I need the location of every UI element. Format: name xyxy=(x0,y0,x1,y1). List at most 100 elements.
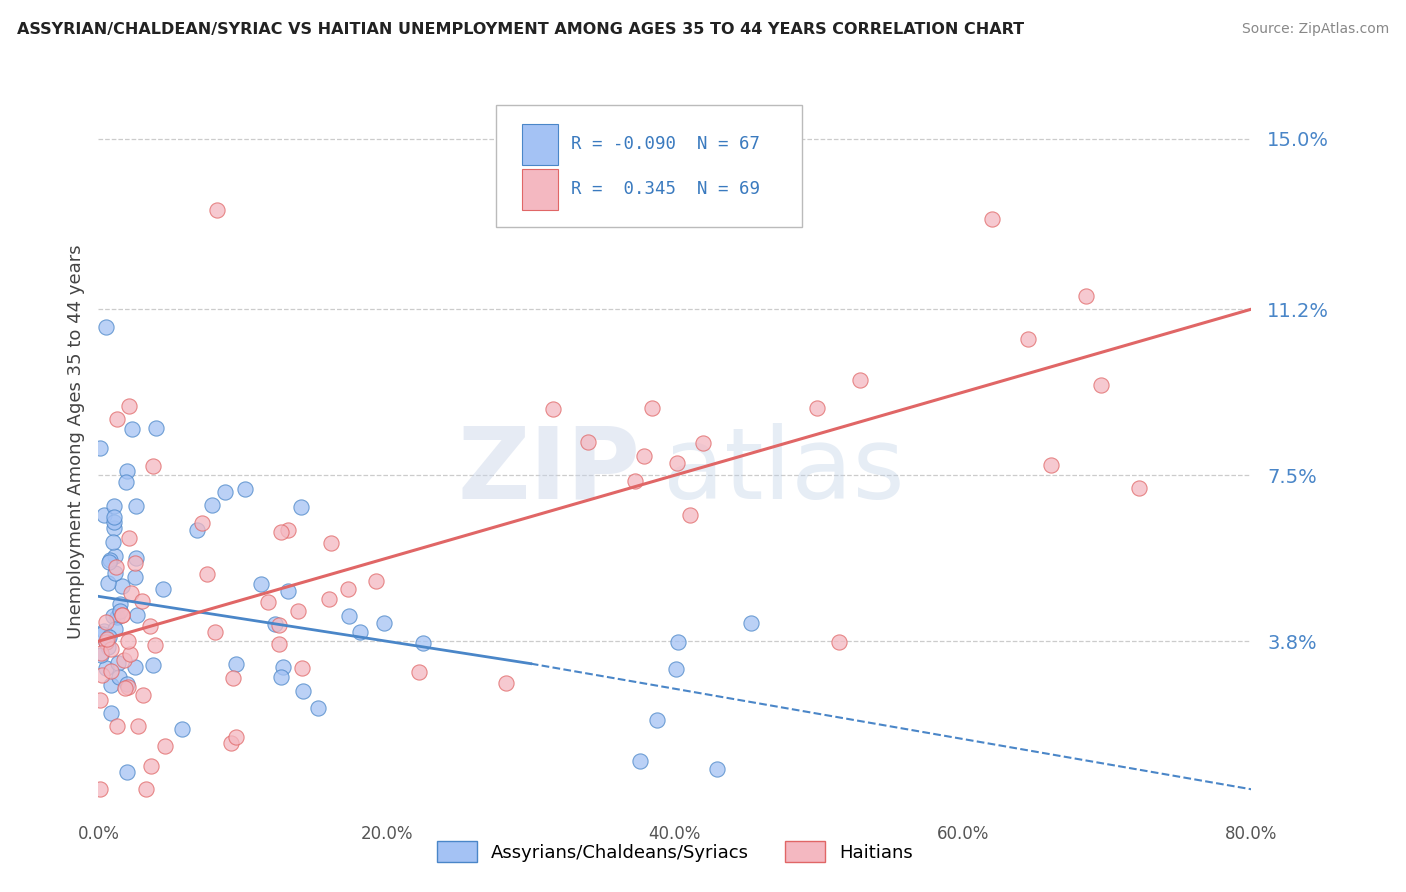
Point xyxy=(270,670,292,684)
Point xyxy=(131,688,153,702)
Point xyxy=(89,692,111,706)
Point xyxy=(96,635,118,649)
Point xyxy=(249,577,271,591)
Point xyxy=(100,706,122,720)
Point xyxy=(221,671,243,685)
Point xyxy=(665,662,688,676)
Point xyxy=(195,566,218,581)
Point xyxy=(186,524,208,538)
Point xyxy=(107,670,129,684)
Point xyxy=(89,441,111,455)
Point xyxy=(267,618,290,632)
Point xyxy=(121,422,143,436)
Point xyxy=(104,622,127,636)
Point xyxy=(641,401,664,416)
Point xyxy=(105,610,128,624)
Point xyxy=(541,402,564,417)
Point xyxy=(201,498,224,512)
Point xyxy=(624,474,647,488)
FancyBboxPatch shape xyxy=(496,104,801,227)
Point xyxy=(112,653,135,667)
Text: Source: ZipAtlas.com: Source: ZipAtlas.com xyxy=(1241,22,1389,37)
Point xyxy=(628,754,651,768)
Point xyxy=(110,597,132,611)
Point xyxy=(170,723,193,737)
Point xyxy=(153,739,176,753)
Point xyxy=(142,459,165,474)
Point xyxy=(349,624,371,639)
Point xyxy=(849,373,872,387)
Point xyxy=(141,759,163,773)
Point xyxy=(91,627,114,641)
Point xyxy=(124,569,146,583)
Point xyxy=(117,464,139,478)
Point xyxy=(104,566,127,580)
Point xyxy=(101,609,124,624)
Point xyxy=(981,212,1004,227)
Point xyxy=(94,635,117,649)
Point xyxy=(291,661,314,675)
Point xyxy=(89,782,111,797)
Point xyxy=(98,555,121,569)
Point xyxy=(115,765,138,780)
Point xyxy=(110,604,132,618)
Point xyxy=(319,536,342,550)
Point xyxy=(103,521,125,535)
Point xyxy=(270,524,292,539)
Legend: Assyrians/Chaldeans/Syriacs, Haitians: Assyrians/Chaldeans/Syriacs, Haitians xyxy=(430,834,920,870)
Point xyxy=(97,640,120,654)
Point xyxy=(110,579,132,593)
Text: R =  0.345  N = 69: R = 0.345 N = 69 xyxy=(571,180,761,198)
Point xyxy=(90,646,112,660)
Point xyxy=(269,637,291,651)
Point xyxy=(412,636,434,650)
Point xyxy=(191,516,214,530)
Point xyxy=(257,595,280,609)
Point xyxy=(114,681,136,695)
Point xyxy=(233,482,256,496)
Point xyxy=(576,435,599,450)
Point xyxy=(115,676,138,690)
Point xyxy=(97,575,120,590)
Point xyxy=(1090,378,1112,392)
Text: R = -0.090  N = 67: R = -0.090 N = 67 xyxy=(571,136,761,153)
Point xyxy=(225,657,247,672)
Point xyxy=(337,582,360,597)
Point xyxy=(364,574,387,588)
Point xyxy=(139,619,162,633)
Point xyxy=(98,630,121,644)
Point xyxy=(666,635,689,649)
Point xyxy=(290,500,312,515)
Point xyxy=(806,401,828,415)
Point xyxy=(103,499,125,513)
Point xyxy=(1017,332,1039,346)
Point xyxy=(93,508,115,523)
Point xyxy=(124,551,146,566)
Point xyxy=(98,553,121,567)
Point xyxy=(692,436,714,450)
Point xyxy=(125,607,148,622)
Point xyxy=(111,607,134,622)
Point xyxy=(127,719,149,733)
Point xyxy=(337,609,360,624)
Point xyxy=(101,534,124,549)
Point xyxy=(287,604,309,618)
Point xyxy=(100,665,122,679)
Bar xyxy=(522,124,558,165)
Point xyxy=(291,684,314,698)
Point xyxy=(131,594,153,608)
Point xyxy=(204,625,226,640)
Point xyxy=(124,556,146,570)
Point xyxy=(94,320,117,334)
Point xyxy=(105,559,128,574)
Point xyxy=(264,616,287,631)
Point xyxy=(373,615,395,630)
Point xyxy=(143,638,166,652)
Point xyxy=(679,508,702,522)
Point xyxy=(665,456,688,470)
Point xyxy=(408,665,430,679)
Point xyxy=(90,648,112,663)
Point xyxy=(145,421,167,435)
Point xyxy=(117,531,139,545)
Point xyxy=(111,607,134,622)
